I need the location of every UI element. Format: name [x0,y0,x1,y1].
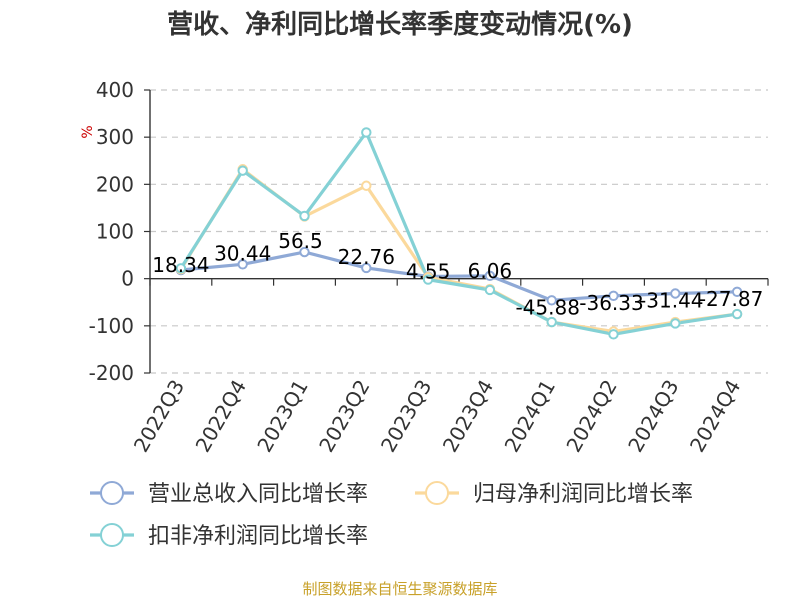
x-tick-label: 2022Q4 [191,376,251,457]
y-axis-label: % [80,125,96,138]
data-point [670,318,681,329]
x-tick-label: 2023Q2 [314,376,374,457]
data-point [361,127,372,138]
y-tick-label: -200 [89,361,134,385]
source-note: 制图数据来自恒生聚源数据库 [302,580,497,598]
data-label: 18.34 [152,253,209,277]
x-tick-label: 2024Q2 [561,376,621,457]
y-tick-label: 200 [96,172,134,196]
series-lines [179,130,738,336]
legend-label: 营业总收入同比增长率 [148,482,368,507]
x-tick-label: 2023Q3 [376,376,436,457]
legend-label: 归母净利润同比增长率 [473,482,693,507]
data-point [484,270,496,282]
data-point [361,180,372,191]
data-point [237,165,248,176]
data-point [299,210,310,222]
series-points [175,127,743,340]
data-label: -36.33 [579,291,643,315]
data-point [299,246,310,258]
data-point [175,263,187,274]
data-label: -31.44 [639,288,703,312]
data-point [670,288,681,299]
data-label: -27.87 [699,287,763,311]
legend-marker-icon [425,481,449,505]
y-tick-label: 300 [96,125,134,149]
data-label: 56.5 [278,229,323,253]
legend-marker-icon [100,523,124,547]
data-label: 6.06 [468,259,513,283]
x-tick-label: 2023Q1 [252,376,312,457]
x-tick-label: 2024Q4 [685,376,745,457]
x-tick-label: 2024Q1 [500,376,560,457]
x-tick-label: 2023Q4 [438,376,498,457]
x-tick-label: 2022Q3 [129,376,189,457]
data-label: 22.76 [338,245,395,269]
data-point [484,284,496,296]
data-point [731,286,743,298]
y-tick-label: -100 [89,314,134,338]
legend-marker-icon [100,481,124,505]
data-label: -45.88 [515,295,579,319]
x-tick-label: 2024Q3 [623,376,683,457]
data-point [361,262,372,274]
data-point [608,290,619,302]
legend-label: 扣非净利润同比增长率 [148,524,368,549]
data-point [422,274,434,285]
grid [150,89,768,374]
series-line [179,130,738,336]
data-point [546,316,557,328]
data-point [608,329,619,340]
legend-item[interactable]: 归母净利润同比增长率 [415,481,693,507]
chart-title: 营收、净利同比增长率季度变动情况(%) [167,9,633,40]
y-axis-ticks: 400 300 200 100 0 -100 -200 [89,78,150,385]
data-point [546,295,557,306]
y-tick-label: 100 [96,220,134,244]
series-line [180,250,738,302]
y-tick-label: 0 [121,267,134,291]
data-label: 4.55 [406,260,451,284]
legend-item[interactable]: 扣非净利润同比增长率 [90,523,368,549]
y-tick-label: 400 [96,78,134,102]
data-point [731,308,743,320]
legend-item[interactable]: 营业总收入同比增长率 [90,481,368,507]
data-point [237,259,248,270]
data-label: 30.44 [214,241,271,265]
